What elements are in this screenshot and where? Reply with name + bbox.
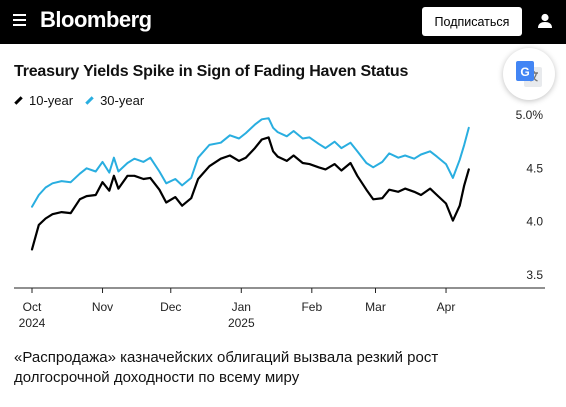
yield-chart: 5.0% 4.5 4.0 3.5 Oct 2024 Nov Dec Jan 2025 Feb Mar A… bbox=[14, 108, 545, 330]
x-tick-label: Apr bbox=[437, 300, 456, 314]
x-tick-label: Mar bbox=[365, 300, 386, 314]
x-tick-label: Dec bbox=[160, 300, 181, 314]
user-icon[interactable] bbox=[536, 12, 554, 30]
svg-text:G: G bbox=[520, 65, 529, 79]
bloomberg-logo[interactable]: Bloomberg bbox=[40, 7, 152, 32]
top-bar: Bloomberg Подписаться bbox=[0, 0, 566, 44]
x-tick-label: Oct bbox=[23, 300, 42, 314]
article-caption: «Распродажа» казначейских облигаций вызв… bbox=[14, 349, 439, 386]
subscribe-button[interactable]: Подписаться bbox=[422, 7, 522, 36]
legend-label-30y: 30-year bbox=[100, 92, 145, 108]
y-tick-label: 4.0 bbox=[526, 215, 543, 229]
y-tick-label: 5.0% bbox=[516, 108, 544, 122]
x-tick-sublabel: 2024 bbox=[19, 316, 46, 330]
x-tick-label: Feb bbox=[301, 300, 322, 314]
chart-legend: 10-year 30-year bbox=[14, 92, 156, 108]
series-line-10y bbox=[30, 136, 470, 251]
legend-item-30y: 30-year bbox=[85, 93, 144, 108]
y-tick-label: 4.5 bbox=[526, 161, 543, 175]
menu-icon[interactable] bbox=[13, 14, 26, 26]
x-tick-sublabel: 2025 bbox=[228, 316, 255, 330]
legend-label-10y: 10-year bbox=[29, 92, 74, 108]
translate-button[interactable]: G bbox=[503, 48, 555, 100]
chart-title: Treasury Yields Spike in Sign of Fading … bbox=[14, 63, 409, 80]
x-tick-label: Nov bbox=[92, 300, 113, 314]
x-tick-label: Jan bbox=[232, 300, 251, 314]
legend-item-10y: 10-year bbox=[14, 93, 73, 108]
google-translate-icon: G bbox=[516, 61, 542, 87]
y-tick-label: 3.5 bbox=[526, 268, 543, 282]
series-line-30y bbox=[31, 117, 470, 208]
